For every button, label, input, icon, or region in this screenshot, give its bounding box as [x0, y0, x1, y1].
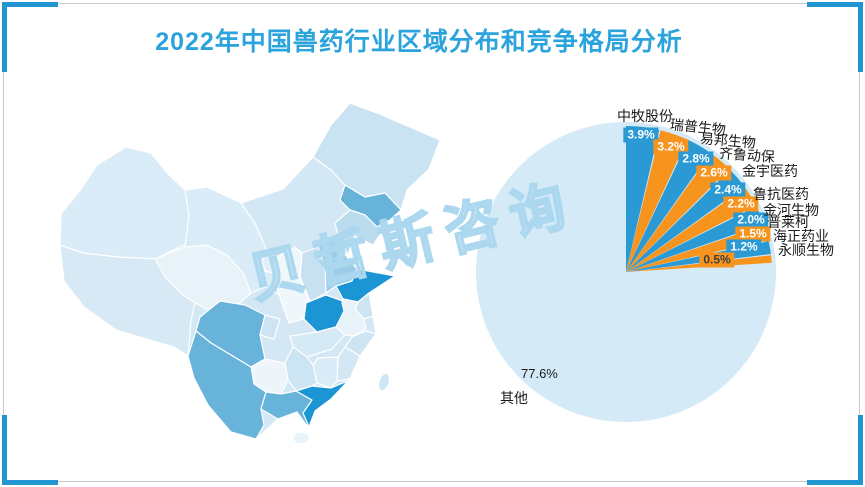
- pie-segment-label-8: 普莱柯: [767, 214, 809, 230]
- province-ningxia: [261, 250, 278, 274]
- pie-wedge-1: [626, 126, 660, 272]
- pie-segment-label-9: 海正药业: [773, 228, 829, 244]
- pie-value-chip-8: 1.5%: [735, 226, 771, 242]
- frame-accent-top-left-v: [2, 2, 7, 72]
- pie-value-chip-6: 2.2%: [723, 196, 759, 212]
- pie-value-chip-2: 3.2%: [653, 139, 689, 155]
- pie-other-label: 其他: [500, 390, 528, 406]
- pie-wedge-4: [626, 153, 730, 272]
- pie-wedge-3: [626, 140, 711, 272]
- frame-accent-bottom-right-h: [807, 480, 862, 485]
- pie-segment-label-7: 金河生物: [763, 202, 819, 218]
- province-chongqing: [259, 314, 281, 340]
- frame-accent-bottom-left-h: [3, 480, 58, 485]
- pie-value-chip-1: 3.9%: [623, 127, 659, 143]
- pie-other-value: 77.6%: [521, 366, 558, 381]
- pie-segment-label-10: 永顺生物: [778, 242, 834, 258]
- frame-accent-top-left-h: [3, 2, 58, 7]
- pie-segment-label-1: 中牧股份: [617, 108, 673, 124]
- province-zhejiang: [344, 330, 377, 357]
- china-map: [59, 102, 441, 445]
- page-title: 2022年中国兽药行业区域分布和竞争格局分析: [155, 28, 683, 56]
- pie-chart: [476, 122, 776, 422]
- province-fujian: [336, 346, 361, 382]
- province-gansu: [184, 186, 280, 296]
- pie-wedge-7: [626, 206, 764, 272]
- pie-wedge-2: [626, 130, 688, 272]
- frame-accent-top-right-h: [807, 2, 862, 7]
- pie-segment-label-5: 金宇医药: [742, 163, 798, 179]
- pie-wedge-10: [626, 255, 772, 272]
- province-hainan: [292, 431, 310, 445]
- pie-value-chip-10: 0.5%: [699, 252, 735, 268]
- pie-value-chip-3: 2.8%: [678, 151, 714, 167]
- frame-accent-bottom-left-v: [2, 415, 7, 485]
- pie-value-chip-7: 2.0%: [733, 212, 769, 228]
- province-xinjiang: [59, 146, 190, 260]
- province-taiwan: [377, 372, 391, 392]
- frame-accent-top-right-v: [858, 2, 863, 72]
- province-beijing: [336, 244, 348, 260]
- pie-value-chip-5: 2.4%: [710, 182, 746, 198]
- pie-value-chip-4: 2.6%: [696, 165, 732, 181]
- pie-segment-label-6: 鲁抗医药: [753, 186, 809, 202]
- province-guangdong: [295, 380, 349, 428]
- frame-accent-bottom-right-v: [858, 415, 863, 485]
- pie-wedge-8: [626, 225, 769, 272]
- pie-value-chip-9: 1.2%: [726, 239, 762, 255]
